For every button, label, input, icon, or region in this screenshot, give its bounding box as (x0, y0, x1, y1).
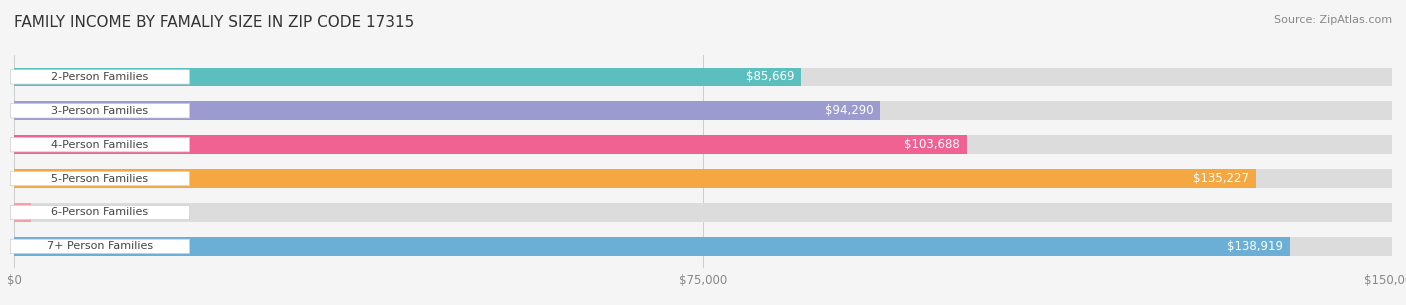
Text: $0: $0 (48, 206, 63, 219)
Bar (14, 68, 1392, 86)
Text: $103,688: $103,688 (904, 138, 960, 151)
Text: $135,227: $135,227 (1194, 172, 1250, 185)
Bar (14, 68, 801, 86)
FancyBboxPatch shape (10, 70, 190, 84)
Bar (14, 135, 1392, 154)
Text: $138,919: $138,919 (1227, 240, 1284, 253)
Bar (14, 203, 31, 222)
Text: 2-Person Families: 2-Person Families (52, 72, 149, 82)
FancyBboxPatch shape (10, 138, 190, 152)
Bar (14, 237, 1392, 256)
Bar (14, 102, 880, 120)
Text: $85,669: $85,669 (745, 70, 794, 84)
FancyBboxPatch shape (10, 239, 190, 253)
Bar (14, 237, 1291, 256)
Text: 4-Person Families: 4-Person Families (52, 140, 149, 150)
Text: 5-Person Families: 5-Person Families (52, 174, 149, 184)
Bar (14, 135, 966, 154)
Bar (14, 102, 1392, 120)
Bar (14, 169, 1392, 188)
Text: 7+ Person Families: 7+ Person Families (46, 241, 153, 251)
Text: 3-Person Families: 3-Person Families (52, 106, 149, 116)
Bar (14, 169, 1256, 188)
Text: Source: ZipAtlas.com: Source: ZipAtlas.com (1274, 15, 1392, 25)
Bar (14, 203, 1392, 222)
FancyBboxPatch shape (10, 171, 190, 186)
Text: $94,290: $94,290 (825, 104, 873, 117)
Text: FAMILY INCOME BY FAMALIY SIZE IN ZIP CODE 17315: FAMILY INCOME BY FAMALIY SIZE IN ZIP COD… (14, 15, 415, 30)
FancyBboxPatch shape (10, 205, 190, 220)
FancyBboxPatch shape (10, 104, 190, 118)
Text: 6-Person Families: 6-Person Families (52, 207, 149, 217)
